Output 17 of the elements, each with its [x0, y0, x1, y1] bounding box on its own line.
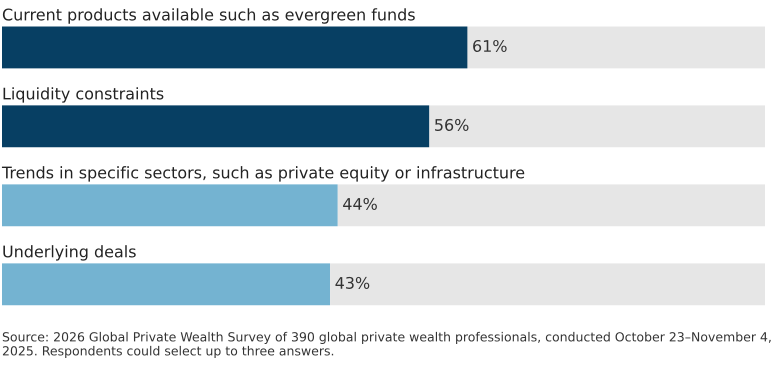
bar: [467, 26, 765, 68]
source-note: Source: 2026 Global Private Wealth Survey of 390 global private wealth professionals, conducted October 23–November 4, 2025. Respondents could select up to three answers.: [2, 332, 771, 358]
data-label: 43%: [335, 276, 370, 289]
y-tick-label: Trends in specific sectors, such as private equity or infrastructure: [2, 166, 524, 182]
y-tick-label: Current products available such as evergreen funds: [2, 8, 415, 24]
data-label: 44%: [343, 198, 377, 210]
bar: [330, 263, 765, 306]
bar: [2, 263, 330, 306]
data-label: 56%: [435, 118, 468, 131]
bar: [338, 184, 765, 226]
y-tick-label: Liquidity constraints: [4, 87, 164, 103]
data-label: 61%: [473, 40, 507, 52]
bar: [2, 105, 430, 148]
bar: [429, 105, 765, 148]
bar: [2, 184, 338, 226]
bar: [2, 26, 468, 68]
y-tick-label: Underlying deals: [3, 245, 136, 261]
